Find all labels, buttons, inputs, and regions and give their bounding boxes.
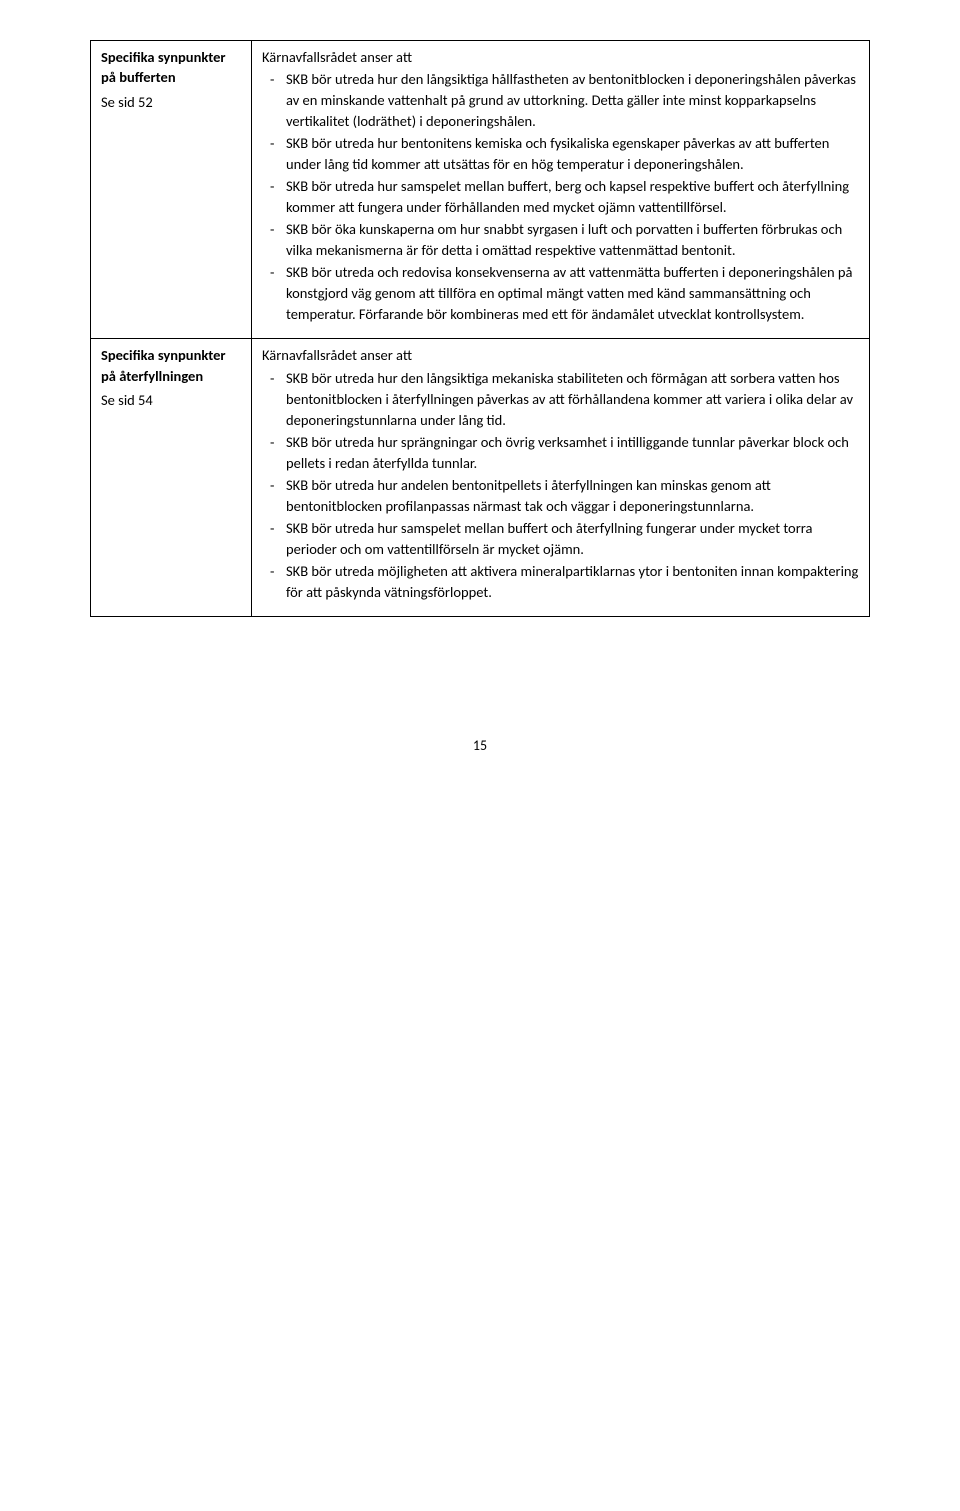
list-item: SKB bör utreda hur samspelet mellan buff… <box>262 518 859 560</box>
row2-subtitle: Se sid 54 <box>101 390 241 410</box>
list-item: SKB bör utreda hur den långsiktiga hållf… <box>262 69 859 132</box>
row2-right-cell: Kärnavfallsrådet anser att SKB bör utred… <box>252 339 870 616</box>
table-row: Specifika synpunkter på återfyllningen S… <box>91 339 870 616</box>
row1-list: SKB bör utreda hur den långsiktiga hållf… <box>262 69 859 325</box>
row1-title: Specifika synpunkter på bufferten <box>101 47 241 88</box>
list-item: SKB bör utreda möjligheten att aktivera … <box>262 561 859 603</box>
list-item: SKB bör utreda hur andelen bentonitpelle… <box>262 475 859 517</box>
content-table: Specifika synpunkter på bufferten Se sid… <box>90 40 870 617</box>
row2-list: SKB bör utreda hur den långsiktiga mekan… <box>262 368 859 603</box>
list-item: SKB bör utreda hur sprängningar och övri… <box>262 432 859 474</box>
page-container: Specifika synpunkter på bufferten Se sid… <box>0 0 960 794</box>
list-item: SKB bör utreda och redovisa konsekvenser… <box>262 262 859 325</box>
row2-intro: Kärnavfallsrådet anser att <box>262 345 859 365</box>
row1-subtitle: Se sid 52 <box>101 92 241 112</box>
list-item: SKB bör öka kunskaperna om hur snabbt sy… <box>262 219 859 261</box>
row1-left-cell: Specifika synpunkter på bufferten Se sid… <box>91 41 252 339</box>
page-number: 15 <box>90 737 870 754</box>
list-item: SKB bör utreda hur den långsiktiga mekan… <box>262 368 859 431</box>
row2-title: Specifika synpunkter på återfyllningen <box>101 345 241 386</box>
row2-left-cell: Specifika synpunkter på återfyllningen S… <box>91 339 252 616</box>
row1-intro: Kärnavfallsrådet anser att <box>262 47 859 67</box>
list-item: SKB bör utreda hur bentonitens kemiska o… <box>262 133 859 175</box>
row1-right-cell: Kärnavfallsrådet anser att SKB bör utred… <box>252 41 870 339</box>
list-item: SKB bör utreda hur samspelet mellan buff… <box>262 176 859 218</box>
table-row: Specifika synpunkter på bufferten Se sid… <box>91 41 870 339</box>
